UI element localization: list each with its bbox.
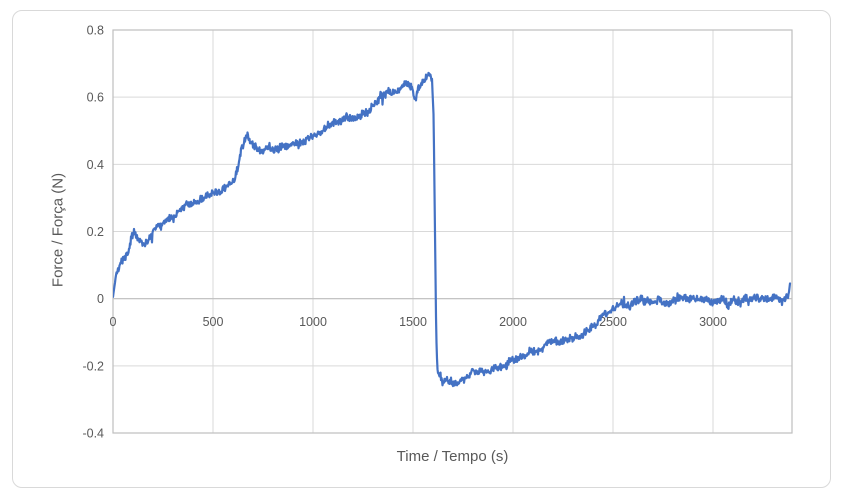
x-tick-label: 0	[110, 315, 117, 329]
x-tick-labels: 0 500 1000 1500 2000 2500 3000	[110, 315, 727, 329]
gridlines	[112, 29, 792, 434]
y-tick-label: 0.2	[87, 225, 104, 239]
x-tick-label: 3000	[699, 315, 727, 329]
plot-border	[112, 29, 793, 434]
x-tick-label: 1000	[299, 315, 327, 329]
y-tick-label: 0.4	[87, 158, 104, 172]
x-tick-label: 1500	[399, 315, 427, 329]
y-tick-label: 0.8	[87, 24, 104, 38]
force-series-line	[113, 71, 792, 388]
y-tick-label: 0	[97, 292, 104, 306]
x-axis-title: Time / Tempo (s)	[396, 448, 509, 465]
y-axis-title: Force / Força (N)	[49, 172, 67, 288]
y-tick-label: 0.6	[87, 91, 104, 105]
x-tick-label: 500	[203, 315, 224, 329]
y-tick-label: -0.2	[82, 359, 104, 373]
y-tick-label: -0.4	[82, 427, 104, 441]
chart-border	[12, 10, 831, 488]
x-tick-label: 2500	[599, 315, 627, 329]
x-tick-label: 2000	[499, 315, 527, 329]
y-tick-labels: 0.8 0.6 0.4 0.2 0 -0.2 -0.4	[82, 24, 104, 441]
